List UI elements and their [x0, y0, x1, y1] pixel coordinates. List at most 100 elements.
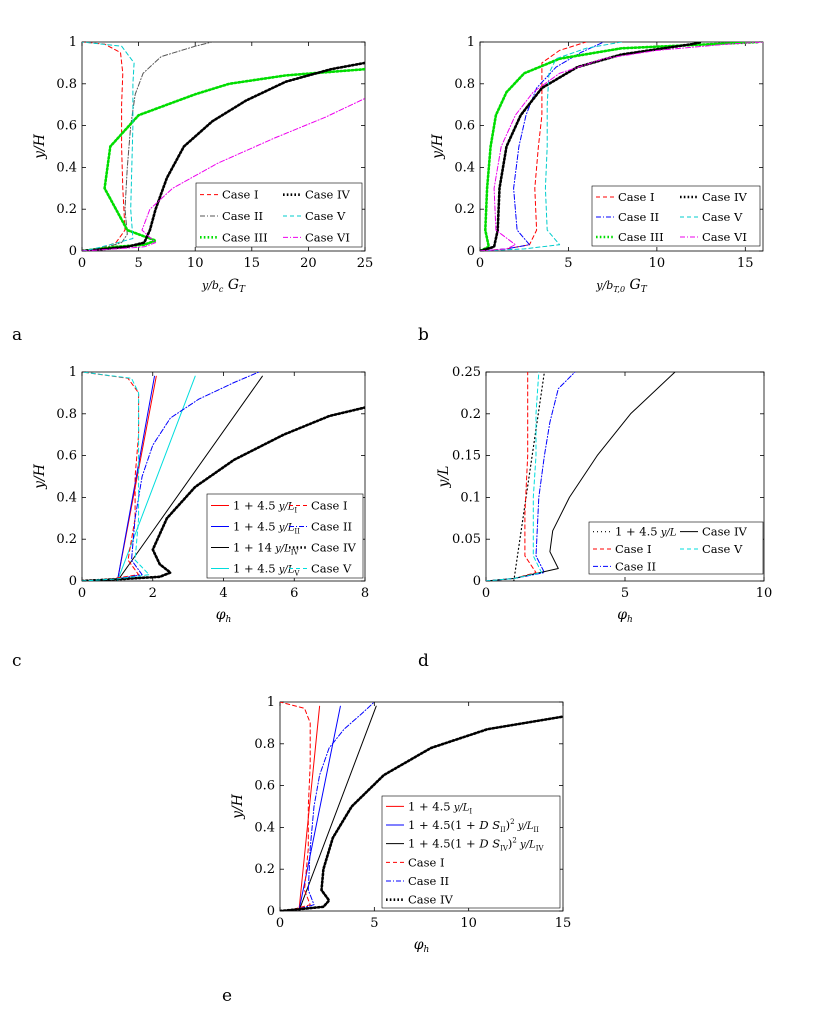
series-line — [82, 372, 260, 581]
x-axis-label: φh — [216, 607, 232, 625]
legend-label: Case V — [305, 209, 346, 223]
legend-label: 1 + 4.5 y/LI — [233, 499, 297, 515]
legend-label: 1 + 14 y/LIV — [233, 541, 300, 557]
y-tick-label: 0.2 — [254, 862, 275, 877]
y-tick-label: 0 — [267, 904, 275, 919]
series-line — [298, 705, 321, 911]
x-tick-label: 8 — [361, 586, 369, 601]
series-line — [82, 42, 135, 251]
series-line — [82, 42, 213, 251]
legend-label: Case II — [618, 210, 659, 224]
x-tick-label: 4 — [219, 586, 227, 601]
y-tick-label: 0.2 — [56, 532, 77, 547]
y-tick-label: 0.25 — [452, 365, 481, 380]
legend-label: Case II — [408, 874, 449, 888]
x-tick-label: 15 — [737, 256, 754, 271]
y-tick-label: 0.6 — [56, 449, 77, 464]
series-line — [82, 61, 365, 251]
panel-label: c — [12, 651, 22, 671]
legend-label: 1 + 4.5 y/LI — [408, 799, 472, 815]
x-tick-label: 0 — [482, 586, 490, 601]
series-line — [116, 375, 155, 581]
legend-label: Case V — [702, 210, 743, 224]
series-line — [82, 406, 365, 581]
series-line — [298, 705, 377, 911]
y-tick-label: 1 — [267, 695, 275, 710]
x-tick-label: 0 — [476, 256, 484, 271]
legend-label: Case I — [408, 855, 445, 869]
y-tick-label: 0.15 — [452, 449, 481, 464]
series-line — [82, 42, 126, 251]
x-tick-label: 5 — [134, 256, 142, 271]
series-group — [486, 372, 676, 581]
legend: 1 + 4.5 y/LI 1 + 4.5 y/LII 1 + 14 y/LIV 1 +… — [206, 493, 364, 579]
x-tick-label: 5 — [621, 586, 629, 601]
y-tick-label: 0.8 — [56, 77, 77, 92]
x-tick-label: 0 — [78, 586, 86, 601]
y-tick-label: 0.1 — [460, 490, 481, 505]
legend-label: Case IV — [311, 541, 357, 555]
y-tick-label: 0.05 — [452, 532, 481, 547]
series-group — [480, 42, 763, 251]
legend-label: Case II — [615, 559, 656, 573]
legend-label: Case I — [615, 542, 652, 556]
legend-box — [206, 493, 364, 579]
series-line — [280, 702, 311, 911]
x-tick-label: 10 — [649, 256, 666, 271]
x-tick-label: 5 — [564, 256, 572, 271]
legend-label: 1 + 4.5(1 + D SII)2 y/LII — [408, 818, 539, 834]
y-tick-label: 0.2 — [454, 202, 475, 217]
legend: Case I Case II Case III Case IV Case V Case V… — [591, 185, 761, 247]
y-tick-label: 0 — [69, 244, 77, 259]
legend-label: Case VI — [305, 230, 350, 244]
legend-label: Case IV — [702, 190, 748, 204]
y-tick-label: 0.4 — [56, 160, 77, 175]
series-line — [280, 715, 563, 911]
panel-d: 0 5 10 0 0.05 0.1 0.15 0.2 0.25 φh y/L 1 + 4.5 y/L C… — [418, 365, 772, 671]
y-axis-label: y/H — [32, 133, 48, 160]
x-tick-label: 20 — [300, 256, 317, 271]
legend-label: Case IV — [702, 525, 748, 539]
y-axis-label: y/H — [430, 133, 446, 160]
x-axis-label: y/bc GT — [201, 277, 246, 295]
legend-label: Case III — [618, 230, 664, 244]
x-axis-label: φh — [414, 937, 430, 955]
x-tick-label: 5 — [370, 916, 378, 931]
y-tick-label: 0.4 — [254, 820, 275, 835]
x-tick-label: 0 — [78, 256, 86, 271]
y-axis-label: y/L — [436, 466, 452, 489]
legend-label: Case I — [618, 190, 655, 204]
legend-box — [591, 185, 761, 247]
y-axis-label: y/H — [230, 793, 246, 820]
legend-label: Case V — [702, 542, 743, 556]
series-line — [480, 42, 763, 251]
legend-label: Case III — [222, 230, 268, 244]
legend-label: Case V — [311, 562, 352, 576]
series-group — [82, 372, 365, 581]
x-tick-label: 10 — [756, 586, 773, 601]
y-tick-label: 0.4 — [56, 490, 77, 505]
x-tick-label: 15 — [555, 916, 572, 931]
legend-label: Case VI — [702, 230, 747, 244]
legend-label: Case IV — [408, 893, 454, 907]
panel-label: d — [418, 651, 429, 671]
x-tick-label: 10 — [187, 256, 204, 271]
x-tick-label: 10 — [460, 916, 477, 931]
legend-box — [195, 182, 363, 248]
x-tick-label: 25 — [357, 256, 374, 271]
legend-label: 1 + 4.5 y/L — [615, 525, 677, 539]
series-line — [486, 372, 543, 581]
legend-label: 1 + 4.5(1 + D SIV)2 y/LIV — [408, 837, 544, 853]
y-tick-label: 0.6 — [254, 779, 275, 794]
y-tick-label: 1 — [69, 35, 77, 50]
y-tick-label: 1 — [69, 365, 77, 380]
legend-box — [588, 521, 764, 575]
legend: 1 + 4.5 y/LI 1 + 4.5(1 + D SII)2 y/LII 1 +… — [381, 795, 561, 909]
y-tick-label: 0.8 — [56, 407, 77, 422]
series-line — [82, 97, 365, 251]
series-line — [513, 372, 546, 581]
